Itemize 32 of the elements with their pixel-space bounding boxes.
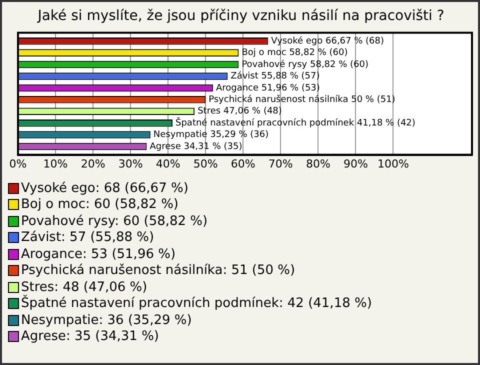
data-label: Špatné nastavení pracovních podmínek 41,18 % (42): [176, 116, 416, 128]
x-tick-label: 100%: [377, 157, 409, 170]
data-label: Nesympatie 35,29 % (36): [153, 130, 269, 140]
data-label: Závist 55,88 % (57): [230, 70, 320, 82]
data-label: Stres 47,06 % (48): [198, 106, 282, 117]
legend-label: Boj o moc: 60 (58,82 %): [21, 197, 178, 212]
data-label: Psychická narušenost násilníka 50 % (51): [208, 94, 396, 105]
x-tick-label: 20%: [80, 157, 106, 170]
legend-label: Povahové rysy: 60 (58,82 %): [21, 214, 208, 229]
legend-label: Vysoké ego: 68 (66,67 %): [21, 180, 188, 196]
x-tick-label: 0%: [9, 157, 27, 170]
legend-label: Psychická narušenost násilníka: 51 (50 %): [21, 263, 296, 278]
data-label: Agrese 34,31 % (35): [150, 142, 242, 152]
legend-label: Nesympatie: 36 (35,29 %): [21, 312, 192, 328]
chart-title: Jaké si myslíte, že jsou příčiny vzniku násilí na pracovišti ?: [36, 8, 444, 24]
legend-label: Agrese: 35 (34,31 %): [21, 329, 160, 344]
data-label: Arogance 51,96 % (53): [216, 83, 320, 94]
x-tick-label: 80%: [306, 157, 330, 170]
data-label: Povahové rysy 58,82 % (60): [242, 58, 369, 70]
data-label: Boj o moc 58,82 % (60): [242, 48, 348, 58]
x-tick-label: 50%: [193, 157, 218, 170]
x-tick-label: 60%: [230, 157, 256, 170]
legend-label: Stres: 48 (47,06 %): [21, 280, 148, 295]
legend-label: Závist: 57 (55,88 %): [21, 230, 154, 246]
x-tick-label: 30%: [118, 157, 143, 170]
x-tick-label: 10%: [43, 157, 68, 170]
legend-label: Špatné nastavení pracovních podmínek: 42 (41,18 %): [21, 296, 372, 312]
data-label: Vysoké ego 66,67 % (68): [271, 35, 384, 46]
x-tick-label: 70%: [268, 157, 293, 170]
x-tick-label: 40%: [156, 157, 180, 170]
legend-label: Arogance: 53 (51,96 %): [21, 246, 176, 262]
x-tick-label: 90%: [343, 157, 368, 170]
